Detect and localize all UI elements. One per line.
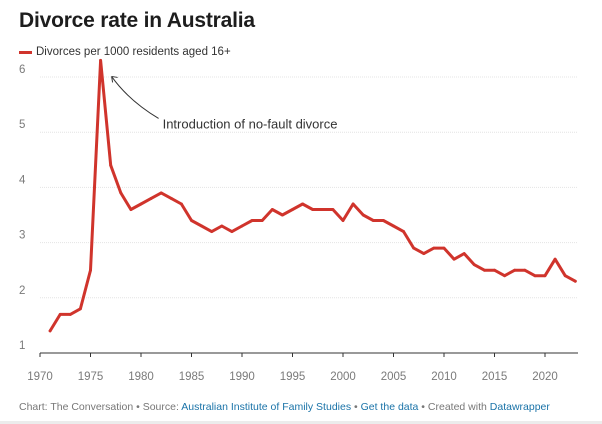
data-point-1971 bbox=[48, 329, 52, 333]
data-point-2013 bbox=[472, 263, 476, 267]
data-point-2008 bbox=[422, 252, 426, 256]
y-tick-label-3: 3 bbox=[19, 230, 25, 242]
footer-separator: • bbox=[133, 401, 143, 413]
data-point-1977 bbox=[109, 163, 113, 167]
legend-label: Divorces per 1000 residents aged 16+ bbox=[36, 46, 231, 58]
x-tick-label-1980: 1980 bbox=[128, 371, 154, 383]
series-line-divorce-rate bbox=[48, 58, 577, 333]
data-point-2006 bbox=[402, 230, 405, 233]
x-tick-label-1995: 1995 bbox=[280, 371, 306, 383]
data-point-2015 bbox=[493, 268, 496, 272]
y-tick-label-6: 6 bbox=[19, 64, 25, 76]
data-point-2016 bbox=[503, 274, 506, 278]
data-point-1978 bbox=[119, 191, 123, 195]
data-point-1994 bbox=[281, 213, 284, 217]
data-point-1998 bbox=[321, 208, 325, 211]
data-point-1993 bbox=[270, 208, 274, 211]
data-point-2010 bbox=[442, 246, 446, 250]
x-tick-label-2015: 2015 bbox=[482, 371, 508, 383]
legend-swatch bbox=[19, 50, 32, 54]
x-tick-label-1985: 1985 bbox=[179, 371, 205, 383]
data-point-1981 bbox=[149, 197, 153, 200]
data-point-1975 bbox=[89, 268, 92, 272]
data-point-2018 bbox=[523, 268, 527, 272]
x-tick-label-1970: 1970 bbox=[27, 371, 53, 383]
chart-title: Divorce rate in Australia bbox=[19, 9, 255, 32]
data-point-1976 bbox=[99, 59, 102, 62]
data-point-1988 bbox=[220, 224, 224, 228]
data-point-2023 bbox=[573, 279, 577, 283]
footer-separator: • bbox=[351, 401, 361, 413]
data-point-2020 bbox=[543, 274, 547, 278]
bottom-rule bbox=[0, 421, 602, 424]
x-tick-label-2005: 2005 bbox=[381, 371, 407, 383]
x-tick-label-2020: 2020 bbox=[532, 371, 558, 383]
data-point-1980 bbox=[139, 202, 143, 206]
y-tick-label-4: 4 bbox=[19, 174, 26, 186]
data-point-1996 bbox=[301, 202, 304, 206]
chart-footer: Chart: The Conversation • Source: Austra… bbox=[19, 401, 550, 413]
annotation-group: Introduction of no-fault divorce bbox=[111, 75, 338, 131]
annotation-arrowhead bbox=[111, 75, 118, 83]
data-point-2000 bbox=[341, 219, 345, 222]
y-axis-ticks: 1 2 3 4 5 6 bbox=[19, 64, 26, 352]
data-point-1979 bbox=[129, 208, 133, 211]
data-point-1990 bbox=[240, 224, 244, 228]
data-point-2011 bbox=[452, 257, 456, 261]
data-point-2005 bbox=[392, 224, 395, 228]
data-point-2007 bbox=[412, 246, 416, 250]
data-point-1995 bbox=[291, 208, 294, 211]
data-point-1999 bbox=[331, 208, 335, 211]
legend: Divorces per 1000 residents aged 16+ bbox=[19, 46, 231, 58]
data-point-1972 bbox=[58, 312, 62, 316]
data-point-1973 bbox=[68, 312, 72, 316]
data-point-1984 bbox=[180, 202, 183, 206]
source-prefix: Source: bbox=[142, 401, 182, 413]
data-point-2003 bbox=[371, 219, 375, 222]
data-point-1983 bbox=[169, 197, 173, 200]
x-tick-label-2000: 2000 bbox=[330, 371, 356, 383]
data-point-1997 bbox=[311, 208, 315, 211]
created-prefix: Created with bbox=[427, 401, 490, 413]
datawrapper-link[interactable]: Datawrapper bbox=[489, 401, 550, 413]
source-link[interactable]: Australian Institute of Family Studies bbox=[181, 401, 352, 413]
data-point-2014 bbox=[483, 268, 486, 272]
footer-separator: • bbox=[418, 401, 428, 413]
y-tick-label-5: 5 bbox=[19, 119, 25, 131]
data-point-2019 bbox=[533, 274, 537, 278]
series-group bbox=[48, 58, 577, 333]
data-point-2001 bbox=[351, 202, 355, 206]
x-tick-label-1990: 1990 bbox=[229, 371, 255, 383]
y-tick-label-1: 1 bbox=[19, 340, 25, 352]
data-point-1982 bbox=[159, 191, 163, 195]
line-chart: 1 2 3 4 5 6 1970 1975 1980 1985 1990 1995 2000 2005 2… bbox=[19, 58, 578, 383]
data-point-1989 bbox=[230, 230, 234, 233]
data-point-2017 bbox=[513, 268, 517, 272]
data-point-1985 bbox=[190, 219, 193, 222]
data-point-2012 bbox=[462, 252, 466, 256]
data-point-2004 bbox=[382, 219, 385, 222]
y-tick-label-2: 2 bbox=[19, 285, 25, 297]
x-tick-label-2010: 2010 bbox=[431, 371, 457, 383]
data-point-2002 bbox=[361, 213, 365, 217]
data-point-1974 bbox=[79, 307, 82, 311]
data-point-1987 bbox=[210, 230, 214, 233]
data-point-2021 bbox=[553, 257, 557, 261]
get-data-link[interactable]: Get the data bbox=[360, 401, 419, 413]
data-point-2022 bbox=[563, 274, 567, 278]
chart-credit: Chart: The Conversation bbox=[19, 401, 134, 413]
data-point-2009 bbox=[432, 246, 436, 250]
data-point-1986 bbox=[200, 224, 204, 228]
x-tick-label-1975: 1975 bbox=[78, 371, 104, 383]
data-point-1992 bbox=[260, 219, 264, 222]
annotation-label: Introduction of no-fault divorce bbox=[163, 116, 338, 131]
annotation-arrow bbox=[111, 76, 159, 119]
gridlines bbox=[40, 76, 578, 354]
data-point-1991 bbox=[250, 219, 254, 222]
x-axis-ticks: 1970 1975 1980 1985 1990 1995 2000 2005 2010 2015… bbox=[27, 353, 558, 383]
